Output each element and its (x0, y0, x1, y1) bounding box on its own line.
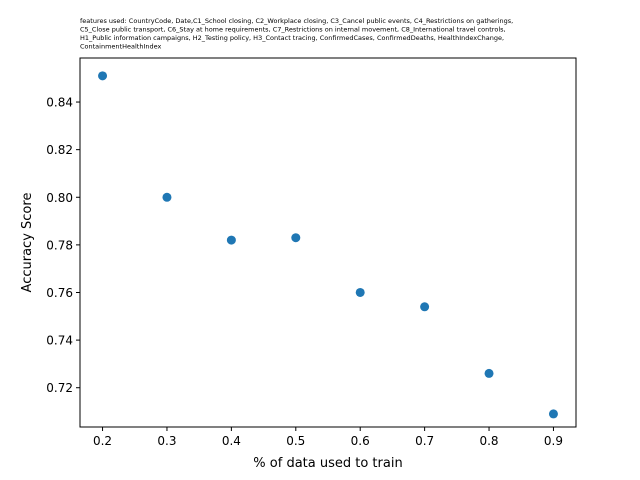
data-point (226, 235, 236, 245)
x-tick-label: 0.8 (479, 434, 498, 448)
chart-title-line: C5_Close public transport, C6_Stay at ho… (80, 26, 506, 34)
data-point (355, 287, 365, 297)
data-point (98, 71, 108, 81)
x-tick-label: 0.4 (222, 434, 241, 448)
data-point (484, 368, 494, 378)
y-tick-label: 0.80 (46, 191, 73, 205)
x-tick-label: 0.2 (93, 434, 112, 448)
y-tick-label: 0.74 (46, 334, 73, 348)
x-tick-label: 0.5 (286, 434, 305, 448)
plot-area (79, 57, 577, 428)
chart-title: features used: CountryCode, Date,C1_Scho… (80, 17, 513, 51)
data-point (548, 409, 558, 419)
y-tick-label: 0.78 (46, 238, 73, 252)
data-point (162, 192, 172, 202)
y-tick-label: 0.76 (46, 286, 73, 300)
y-tick-label: 0.82 (46, 143, 73, 157)
y-tick-label: 0.72 (46, 381, 73, 395)
chart-title-line: features used: CountryCode, Date,C1_Scho… (80, 17, 513, 25)
y-axis-label: Accuracy Score (20, 193, 35, 293)
y-axis: 0.72 0.74 0.76 0.78 0.80 0.82 0.84 (46, 96, 80, 395)
data-point (420, 302, 430, 312)
data-point (291, 233, 301, 243)
data-points (98, 71, 558, 419)
x-tick-label: 0.6 (351, 434, 370, 448)
x-axis: 0.2 0.3 0.4 0.5 0.6 0.7 0.8 0.9 (93, 427, 563, 448)
chart-title-line: H1_Public information campaigns, H2_Test… (80, 34, 504, 42)
x-tick-label: 0.7 (415, 434, 434, 448)
x-tick-label: 0.9 (544, 434, 563, 448)
x-tick-label: 0.3 (157, 434, 176, 448)
y-tick-label: 0.84 (46, 96, 73, 110)
chart-title-line: ContainmentHealthIndex (80, 43, 161, 51)
x-axis-label: % of data used to train (253, 456, 402, 471)
